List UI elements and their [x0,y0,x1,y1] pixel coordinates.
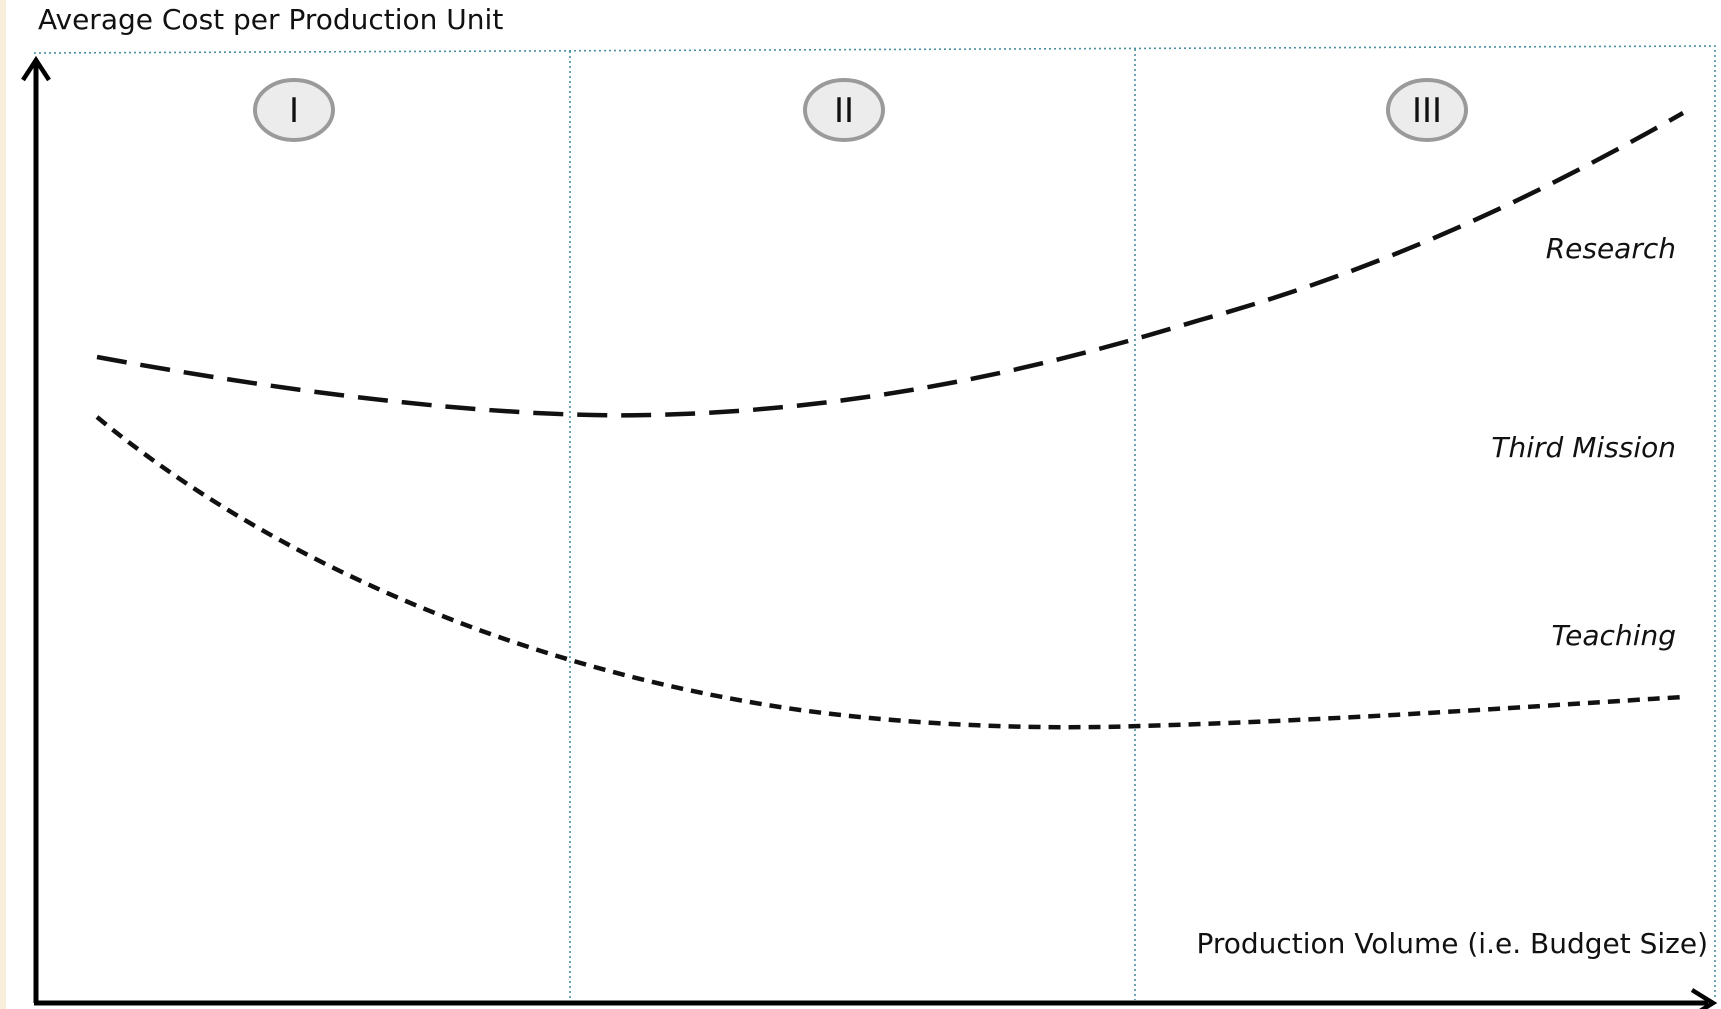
phase-label-1: I [289,91,299,131]
x-axis-arrowhead [1690,988,1718,1009]
research-label: Research [1546,232,1676,265]
phase-label-3: III [1412,91,1442,131]
x-axis-title: Production Volume (i.e. Budget Size) [1196,927,1708,960]
y-axis-arrowhead [21,55,51,82]
left-margin-strip [0,0,6,1009]
teaching-curve [95,415,1684,730]
research-curve [96,111,1685,418]
phase-label-2: II [834,91,854,131]
phase-marker-3: III [1386,78,1468,142]
phase-marker-1: I [253,78,335,142]
teaching-label: Teaching [1552,619,1676,652]
phase-marker-2: II [803,78,885,142]
plot-area-border [33,45,1716,1000]
y-axis-title: Average Cost per Production Unit [38,3,503,36]
third-mission-label: Third Mission [1491,431,1676,464]
